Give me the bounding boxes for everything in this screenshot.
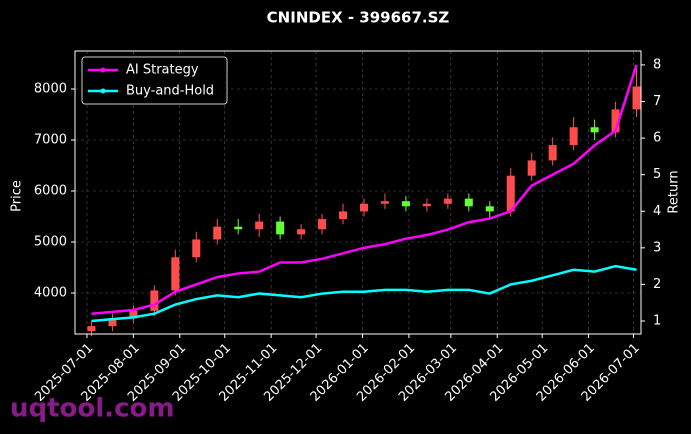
y2-tick-label: 8: [653, 57, 661, 72]
y-tick-label: 6000: [34, 183, 67, 198]
legend-marker: [100, 67, 106, 73]
legend: AI Strategy Buy-and-Hold: [81, 56, 228, 105]
y2-axis-label: Return: [667, 170, 682, 213]
watermark: uqtool.com: [10, 394, 174, 424]
candle-body: [318, 219, 327, 230]
candle-body: [464, 198, 473, 207]
legend-box: [81, 56, 228, 105]
candle-body: [527, 160, 536, 176]
y2-tick-label: 5: [653, 167, 661, 182]
plot-frame: [74, 50, 642, 335]
candle-body: [548, 145, 557, 161]
y-tick-label: 5000: [34, 234, 67, 249]
candle-body: [171, 257, 180, 291]
candle-body: [192, 239, 201, 258]
line-series: [91, 264, 637, 323]
line-series: [91, 64, 638, 315]
candle-body: [401, 201, 410, 207]
legend-label: Buy-and-Hold: [126, 84, 214, 99]
y2-tick-label: 7: [653, 94, 661, 109]
candle-body: [276, 221, 285, 235]
candle-body: [422, 203, 431, 207]
candle-body: [611, 109, 620, 133]
candle-body: [87, 326, 96, 332]
candle-body: [234, 226, 243, 230]
y-tick-label: 4000: [34, 285, 67, 300]
candle-body: [297, 229, 306, 235]
candle-body: [255, 221, 264, 230]
y-tick-label: 7000: [34, 132, 67, 147]
candle-body: [359, 203, 368, 212]
chart-title: CNINDEX - 399667.SZ: [267, 9, 450, 27]
y2-tick-label: 4: [653, 204, 661, 219]
candle-body: [213, 226, 222, 240]
candle-body: [150, 290, 159, 311]
legend-marker: [100, 88, 106, 94]
y2-tick-label: 6: [653, 131, 661, 146]
y-tick-label: 8000: [34, 81, 67, 96]
candle-body: [339, 211, 348, 220]
candle-body: [129, 310, 138, 319]
y2-tick-label: 3: [653, 240, 661, 255]
legend-label: AI Strategy: [126, 63, 199, 78]
candle-body: [443, 198, 452, 204]
candle-body: [590, 127, 599, 133]
y2-tick-label: 2: [653, 277, 661, 292]
y-axis-label: Price: [10, 180, 25, 212]
candle-body: [632, 86, 641, 110]
candle-body: [485, 206, 494, 212]
candle-body: [380, 201, 389, 204]
y2-tick-label: 1: [653, 314, 661, 329]
candle-body: [506, 175, 515, 212]
candle-body: [569, 127, 578, 146]
candle-body: [108, 318, 117, 327]
